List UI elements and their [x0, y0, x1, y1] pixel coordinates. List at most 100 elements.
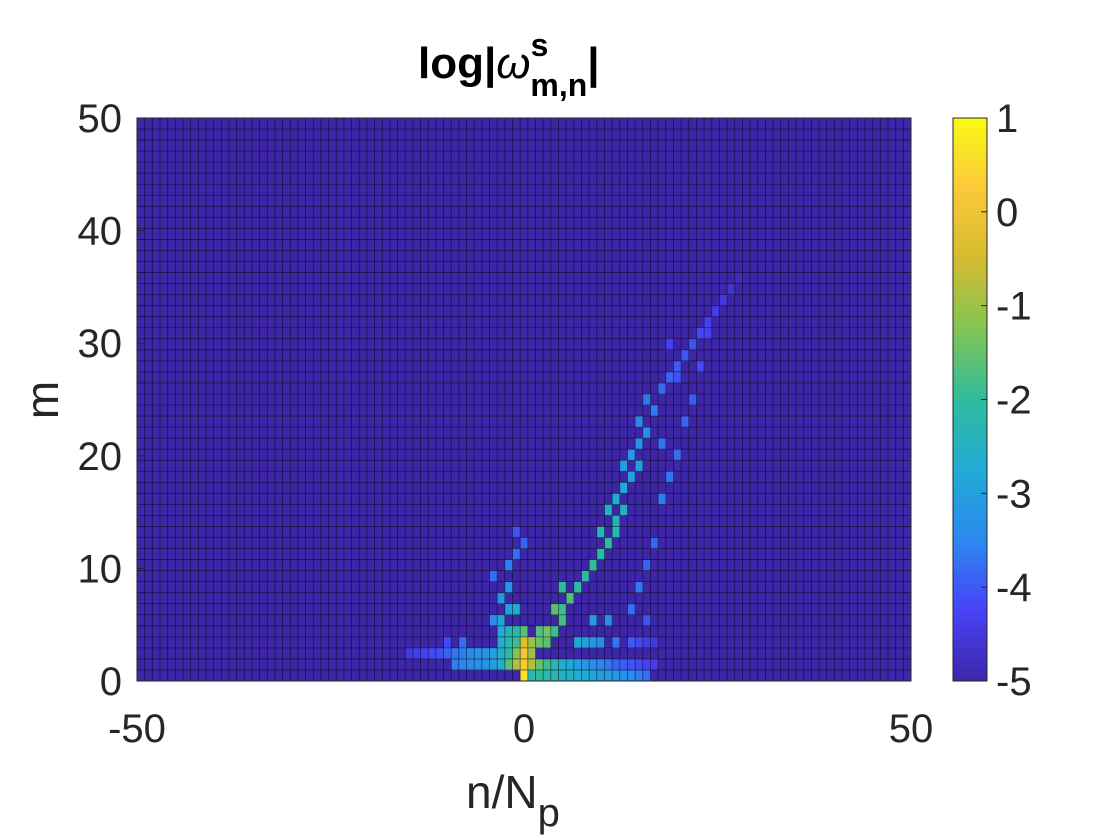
heatmap-cell [688, 393, 697, 406]
heatmap-cell [451, 647, 460, 660]
heatmap-cell [704, 327, 713, 340]
heatmap-cell [581, 636, 590, 649]
heatmap-cell [642, 393, 651, 406]
title-omega-symbol: ω [496, 39, 530, 88]
heatmap-cell [520, 647, 529, 660]
x-axis-label-subscript: p [538, 791, 560, 835]
heatmap-cell [619, 504, 628, 516]
colorbar-tick-label: -1 [996, 285, 1032, 329]
heatmap-cell [658, 493, 667, 505]
heatmap-cell [612, 669, 621, 682]
heatmap-cell [550, 603, 559, 616]
heatmap-cell [727, 283, 736, 295]
y-tick-label: 0 [100, 660, 122, 704]
heatmap-cell [650, 405, 659, 417]
heatmap-cell [581, 658, 590, 671]
heatmap-cell [550, 658, 559, 671]
heatmap-cell [596, 658, 605, 671]
title-superscript: s [531, 27, 549, 63]
heatmap-cell [696, 360, 705, 373]
heatmap-cell [489, 647, 498, 660]
heatmap-cell [604, 614, 613, 627]
title-suffix: | [587, 39, 599, 89]
heatmap-cell [504, 647, 513, 660]
heatmap-cell [635, 460, 644, 472]
cell-grid [137, 118, 911, 681]
heatmap-cell [558, 614, 567, 627]
heatmap-cell [420, 647, 429, 660]
heatmap-cell [604, 504, 613, 516]
heatmap-cell [550, 669, 559, 682]
y-tick-label: 10 [78, 547, 123, 591]
heatmap-cell [581, 570, 590, 582]
heatmap-cell [512, 526, 521, 538]
heatmap-cell [673, 449, 682, 461]
heatmap-cell [612, 493, 621, 505]
x-tick-label: 50 [889, 707, 934, 751]
heatmap-cell [566, 658, 575, 671]
heatmap-cell [535, 669, 544, 682]
heatmap-cell [504, 603, 513, 616]
heatmap-cell [466, 658, 475, 671]
y-tick-label: 20 [78, 435, 123, 479]
heatmap-cell [497, 647, 506, 660]
x-axis: -50 0 50 [108, 707, 933, 751]
colorbar-tick-label: -4 [996, 566, 1032, 610]
heatmap-cell [635, 669, 644, 682]
heatmap-cell [665, 371, 674, 384]
x-axis-label-main: n/N [466, 766, 538, 818]
heatmap-cell [642, 669, 651, 682]
heatmap-cell [673, 371, 682, 384]
heatmap-cell [512, 636, 521, 649]
heatmap-cell [627, 669, 636, 682]
heatmap-cell [504, 625, 513, 638]
heatmap-cell [635, 581, 644, 593]
heatmap-cell [504, 559, 513, 571]
heatmap-cell [512, 658, 521, 671]
heatmap-cell [535, 625, 544, 638]
heatmap-cell [681, 349, 690, 362]
heatmap-cell [627, 603, 636, 616]
y-axis-label: m [16, 381, 68, 419]
heatmap-cell [543, 658, 552, 671]
heatmap-cell [520, 625, 529, 638]
heatmap-cell [589, 559, 598, 571]
heatmap-cell [596, 636, 605, 649]
heatmap-cell [543, 669, 552, 682]
heatmap-cell [635, 636, 644, 649]
heatmap-cell [497, 636, 506, 649]
heatmap-cell [627, 658, 636, 671]
heatmap-cell [481, 658, 490, 671]
heatmap-cell [589, 614, 598, 627]
heatmap-cell [428, 647, 437, 660]
heatmap-cell [458, 647, 467, 660]
colorbar-tick-label: -3 [996, 472, 1032, 516]
heatmap-cell [573, 669, 582, 682]
plot-frame [136, 117, 912, 682]
heatmap-cell [573, 636, 582, 649]
heatmap-cell [711, 305, 720, 318]
x-tick-label: -50 [108, 707, 166, 751]
heatmap-cell [558, 669, 567, 682]
heatmap-cell [527, 636, 536, 649]
heatmap-cell [451, 658, 460, 671]
x-axis-label: n/Np [466, 766, 560, 835]
heatmap-cell [642, 614, 651, 627]
y-tick-label: 30 [78, 322, 123, 366]
heatmap-cell [489, 614, 498, 627]
heatmap-cell [658, 438, 667, 450]
heatmap-cell [627, 471, 636, 483]
heatmap-cell [581, 669, 590, 682]
heatmap-cell [658, 382, 667, 395]
heatmap-cell [635, 438, 644, 450]
heatmap-cell [443, 636, 452, 649]
heatmap-cell [719, 294, 728, 306]
heatmap-cell [558, 658, 567, 671]
heatmap-cell [704, 316, 713, 329]
heatmap-cell [497, 614, 506, 627]
heatmap-cell [474, 647, 483, 660]
heatmap-cell [650, 636, 659, 649]
heatmap-cell [589, 658, 598, 671]
heatmap-cell [504, 636, 513, 649]
